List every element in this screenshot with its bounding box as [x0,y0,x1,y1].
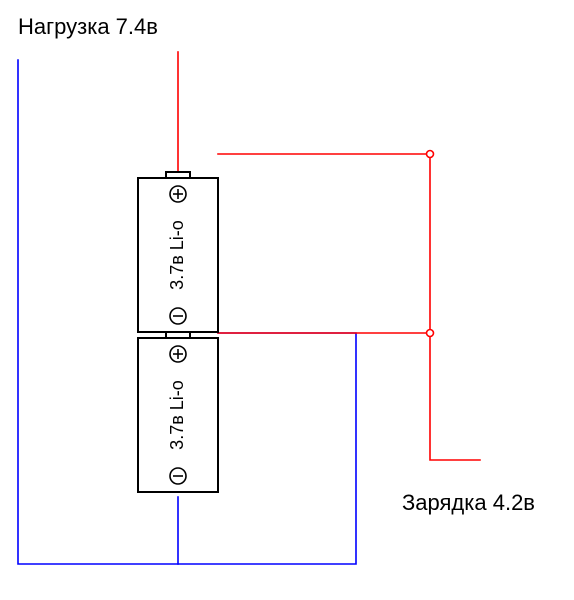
battery-label: 3.7в Li-o [167,220,187,290]
junction-node [427,151,434,158]
battery-label: 3.7в Li-o [167,380,187,450]
battery-bottom: 3.7в Li-o [138,332,218,492]
battery-top: 3.7в Li-o [138,172,218,332]
charge-label: Зарядка 4.2в [402,490,535,515]
junction-node [427,330,434,337]
load-label: Нагрузка 7.4в [18,14,158,39]
wire [218,154,480,460]
